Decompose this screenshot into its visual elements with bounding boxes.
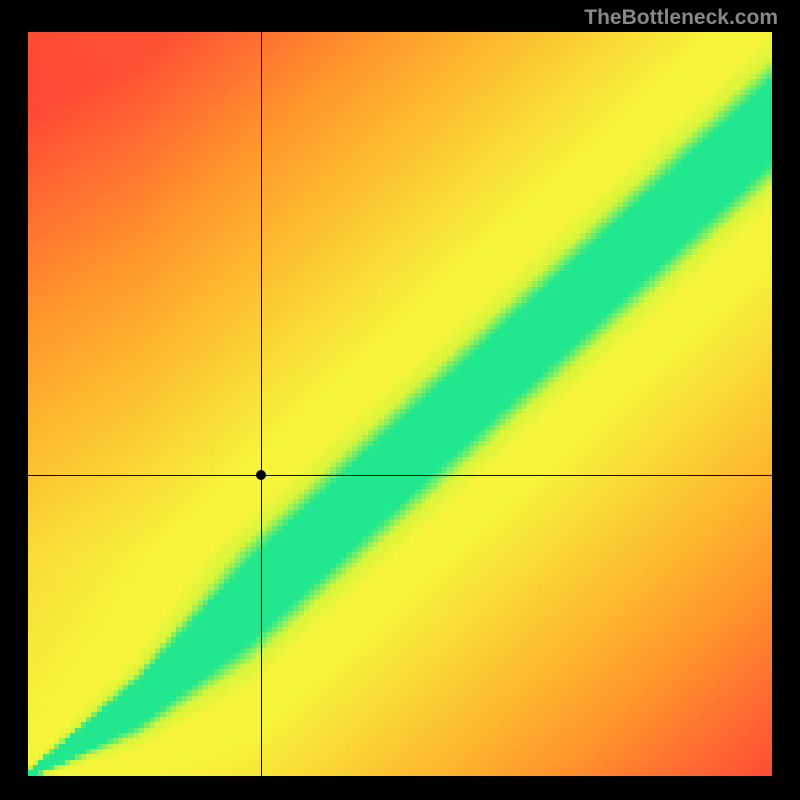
heatmap-plot [28, 32, 772, 776]
heatmap-canvas [28, 32, 772, 776]
crosshair-horizontal [28, 475, 772, 476]
crosshair-vertical [261, 32, 262, 776]
data-point-marker [256, 470, 266, 480]
watermark-text: TheBottleneck.com [584, 6, 778, 30]
chart-container: TheBottleneck.com [0, 0, 800, 800]
